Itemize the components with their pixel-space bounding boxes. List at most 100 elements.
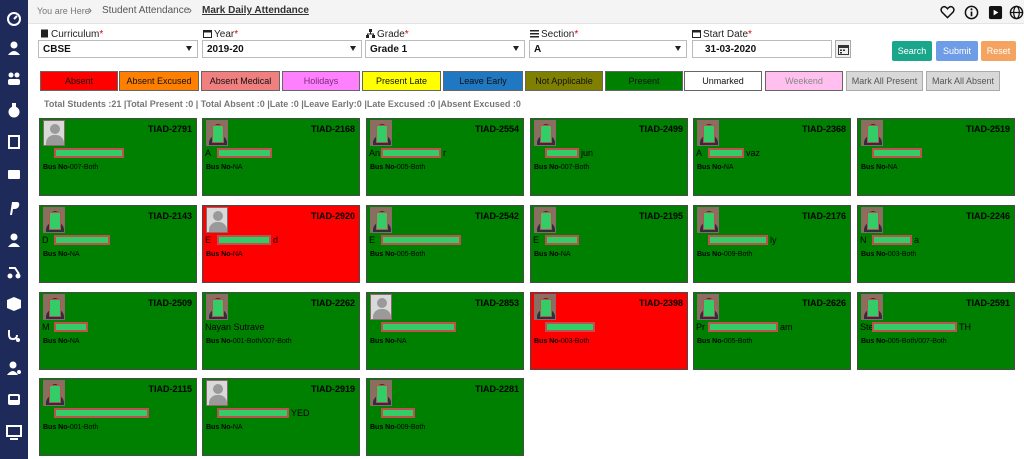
legend-absent-medical[interactable]: Absent Medical [201, 71, 280, 91]
student-card[interactable]: TIAD-2115 Bus No-001-Both [39, 378, 197, 456]
student-card[interactable]: TIAD-2542 E Bus No-005-Both [366, 205, 524, 283]
legend-weekend[interactable]: Weekend [765, 71, 843, 91]
student-name-tail: vaz [746, 148, 761, 158]
student-roll-id: TIAD-2195 [638, 211, 683, 221]
redaction-mask [376, 385, 388, 403]
curriculum-select[interactable]: CBSE [38, 40, 198, 58]
default-avatar-icon [43, 120, 65, 146]
dashboard-icon[interactable] [4, 8, 24, 28]
student-card[interactable]: TIAD-2176 ly Bus No-009-Both [693, 205, 851, 283]
submit-button[interactable]: Submit [936, 41, 978, 61]
student-card[interactable]: TIAD-2143 D Bus No-NA [39, 205, 197, 283]
student-card[interactable]: TIAD-2168 A Bus No-NA [202, 118, 360, 196]
bus-info: Bus No-005-Both [370, 251, 425, 258]
student-card[interactable]: TIAD-2509 M Bus No-NA [39, 292, 197, 370]
redaction-mask [49, 212, 61, 230]
bus-label: Bus No- [206, 164, 233, 171]
info-icon[interactable] [962, 3, 980, 21]
student-card[interactable]: TIAD-2791 Bus No-007-Both [39, 118, 197, 196]
breadcrumb-student-attendance[interactable]: Student Attendance [102, 5, 190, 16]
grade-select[interactable]: Grade 1 [365, 40, 525, 58]
wallet-icon[interactable] [4, 164, 24, 184]
bus-label: Bus No- [370, 251, 397, 258]
bus-info: Bus No-005-Both [697, 338, 752, 345]
name-redaction [217, 148, 272, 158]
reset-button[interactable]: Reset [981, 41, 1016, 61]
legend-absent[interactable]: Absent [40, 71, 118, 91]
legend-present-late[interactable]: Present Late [362, 71, 441, 91]
student-icon[interactable] [4, 230, 24, 250]
student-name: E [369, 235, 376, 245]
users-icon[interactable] [4, 68, 24, 88]
bus-label: Bus No- [861, 338, 888, 345]
student-photo [861, 207, 883, 233]
student-card[interactable]: TIAD-2853 Bus No-NA [366, 292, 524, 370]
mark-all-present-button[interactable]: Mark All Present [846, 71, 923, 91]
bus-number: NA [69, 251, 80, 258]
student-roll-id: TIAD-2398 [638, 298, 683, 308]
student-card[interactable]: TIAD-2554 An r Bus No-005-Both [366, 118, 524, 196]
paypal-icon[interactable] [4, 198, 24, 218]
legend-present[interactable]: Present [605, 71, 683, 91]
student-roll-id: TIAD-2281 [474, 384, 519, 394]
bus-label: Bus No- [43, 164, 70, 171]
transport-icon[interactable] [4, 262, 24, 282]
student-card[interactable]: TIAD-2398 Bus No-003-Both [530, 292, 688, 370]
legend-unmarked[interactable]: Unmarked [684, 71, 762, 91]
bus-label: Bus No- [861, 251, 888, 258]
student-name-tail: jun [581, 148, 594, 158]
mark-all-absent-button[interactable]: Mark All Absent [926, 71, 1000, 91]
bus-info: Bus No-007-Both [534, 164, 589, 171]
money-bag-icon[interactable] [4, 100, 24, 120]
bus-label: Bus No- [43, 338, 70, 345]
student-roll-id: TIAD-2591 [965, 298, 1010, 308]
student-photo [43, 380, 65, 406]
calendar-picker-button[interactable] [835, 40, 851, 58]
student-card[interactable]: TIAD-2626 Pr am Bus No-005-Both [693, 292, 851, 370]
redaction-mask [867, 299, 879, 317]
student-card[interactable]: TIAD-2195 E Bus No-NA [530, 205, 688, 283]
student-roll-id: TIAD-2246 [965, 211, 1010, 221]
boxes-icon[interactable] [4, 294, 24, 314]
bus-icon[interactable] [4, 390, 24, 410]
student-card[interactable]: TIAD-2281 Bus No-009-Both [366, 378, 524, 456]
student-card[interactable]: TIAD-2591 Ste TH Bus No-005-Both/007-Both [857, 292, 1015, 370]
bus-number: 005-Both [723, 338, 753, 345]
student-card[interactable]: TIAD-2499 jun Bus No-007-Both [530, 118, 688, 196]
student-card[interactable]: TIAD-2262 Nayan Sutrave Bus No-001-Both/00… [202, 292, 360, 370]
legend-absent-excused[interactable]: Absent Excused [119, 71, 199, 91]
student-card[interactable]: TIAD-2919 YED Bus No-NA [202, 378, 360, 456]
legend-not-applicable[interactable]: Not Applicable [525, 71, 603, 91]
bus-info: Bus No-003-Both [534, 338, 589, 345]
bus-number: 003-Both [887, 251, 917, 258]
bus-number: 009-Both [396, 424, 426, 431]
book-icon[interactable] [4, 132, 24, 152]
stethoscope-icon[interactable] [4, 326, 24, 346]
breadcrumb-mark-daily-attendance[interactable]: Mark Daily Attendance [202, 5, 309, 16]
start-date-input[interactable]: 31-03-2020 [692, 40, 832, 58]
chalkboard-icon[interactable] [4, 422, 24, 442]
search-button[interactable]: Search [892, 41, 932, 61]
section-select[interactable]: A [529, 40, 687, 58]
bus-number: NA [232, 424, 243, 431]
bus-label: Bus No- [534, 251, 561, 258]
bus-number: 005-Both [396, 164, 426, 171]
user-gear-icon[interactable] [4, 358, 24, 378]
name-redaction [381, 322, 456, 332]
legend-holidays[interactable]: Holidays [282, 71, 360, 91]
year-select[interactable]: 2019-20 [202, 40, 362, 58]
student-photo [861, 120, 883, 146]
default-avatar-icon [206, 380, 228, 406]
globe-icon[interactable] [1007, 3, 1024, 21]
video-icon[interactable] [986, 3, 1004, 21]
student-card[interactable]: TIAD-2519 Bus No-NA [857, 118, 1015, 196]
heart-icon[interactable] [938, 3, 956, 21]
legend-leave-early[interactable]: Leave Early [443, 71, 523, 91]
bus-info: Bus No-NA [370, 338, 407, 345]
student-photo [206, 294, 228, 320]
bus-label: Bus No- [370, 424, 397, 431]
user-tie-icon[interactable] [4, 38, 24, 58]
